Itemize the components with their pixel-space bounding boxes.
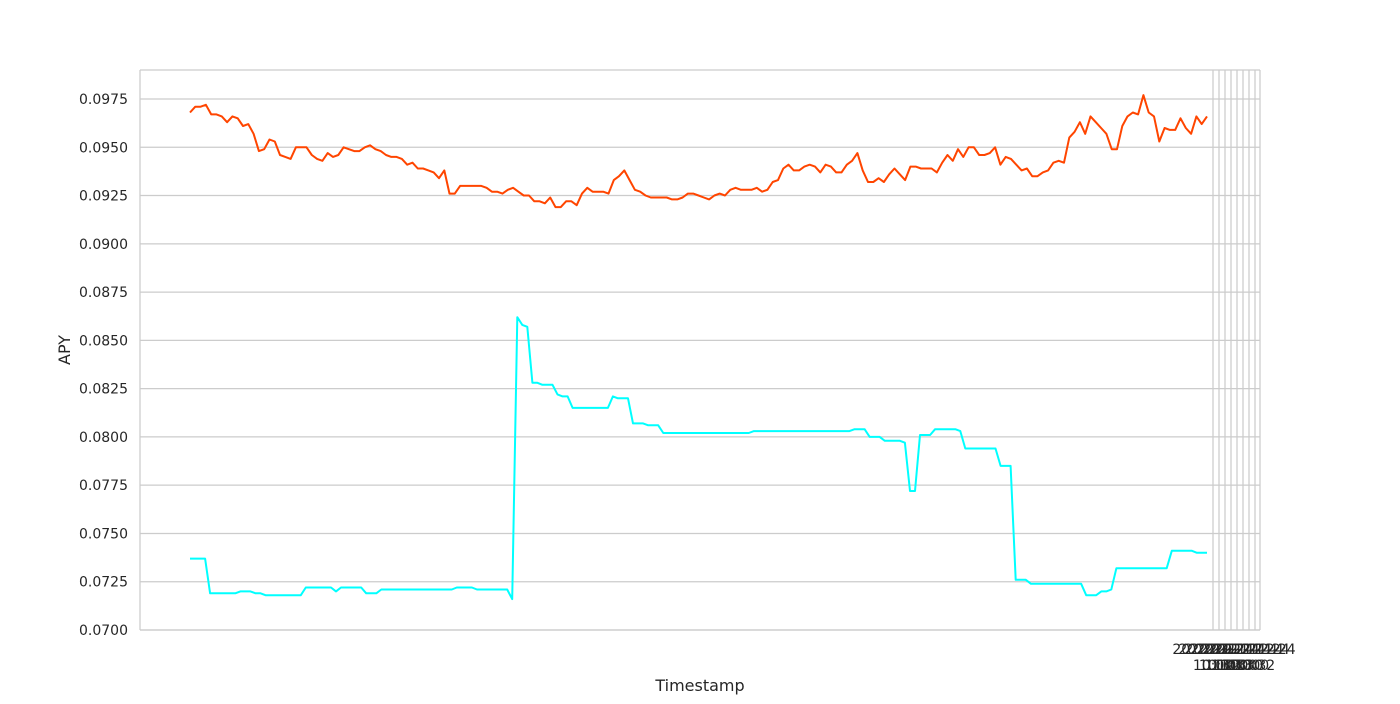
y-gridlines: [140, 98, 1260, 631]
y-tick-label: 0.0825: [79, 382, 128, 398]
x-tick-label-time: 10:00: [1193, 658, 1233, 674]
y-tick-label: 0.0875: [79, 285, 128, 301]
x-tick-label-time: 12:00: [1217, 658, 1257, 674]
x-gridlines: [1212, 70, 1256, 630]
x-tick-label-date: 2022-11-24: [1178, 642, 1259, 658]
y-tick-label: 0.0950: [79, 140, 128, 156]
y-tick-labels: 0.0700 0.0725 0.0750 0.0775 0.0800 0.0825 0.08…: [79, 92, 128, 639]
y-tick-label: 0.0725: [79, 575, 128, 591]
series-line-1: [189, 94, 1208, 209]
y-tick-label: 0.0800: [79, 430, 128, 446]
y-tick-label: 0.0750: [79, 526, 128, 542]
y-axis-label: APY: [55, 335, 74, 365]
x-tick-label-time: 13:32: [1235, 658, 1275, 674]
x-tick-label-date: 2022-11-24: [1196, 642, 1277, 658]
x-tick-label-time: 12:30: [1223, 658, 1263, 674]
y-tick-label: 0.0775: [79, 478, 128, 494]
x-tick-label-date: 2022-11-24: [1172, 642, 1253, 658]
y-tick-label: 0.0700: [79, 623, 128, 639]
x-tick-label-time: 10:30: [1199, 658, 1239, 674]
series-lines: [189, 94, 1208, 601]
y-tick-label: 0.0900: [79, 237, 128, 253]
x-tick-label-date: 2022-11-24: [1214, 642, 1295, 658]
x-tick-label-date: 2022-11-24: [1202, 642, 1283, 658]
x-tick-label-date: 2022-11-24: [1208, 642, 1289, 658]
x-tick-label-time: 13:00: [1229, 658, 1269, 674]
series-line-2: [190, 316, 1207, 601]
x-tick-labels: 2022-11-2410:002022-11-2410:302022-11-24…: [1172, 642, 1295, 674]
x-tick-label-date: 2022-11-24: [1190, 642, 1271, 658]
x-tick-label-time: 11:00: [1205, 658, 1245, 674]
y-tick-label: 0.0925: [79, 189, 128, 205]
y-tick-label: 0.0975: [79, 92, 128, 108]
plot-area: [140, 70, 1260, 630]
x-tick-label-time: 11:30: [1211, 658, 1251, 674]
x-axis-label: Timestamp: [654, 676, 744, 695]
y-tick-label: 0.0850: [79, 333, 128, 349]
x-tick-label-date: 2022-11-24: [1184, 642, 1265, 658]
